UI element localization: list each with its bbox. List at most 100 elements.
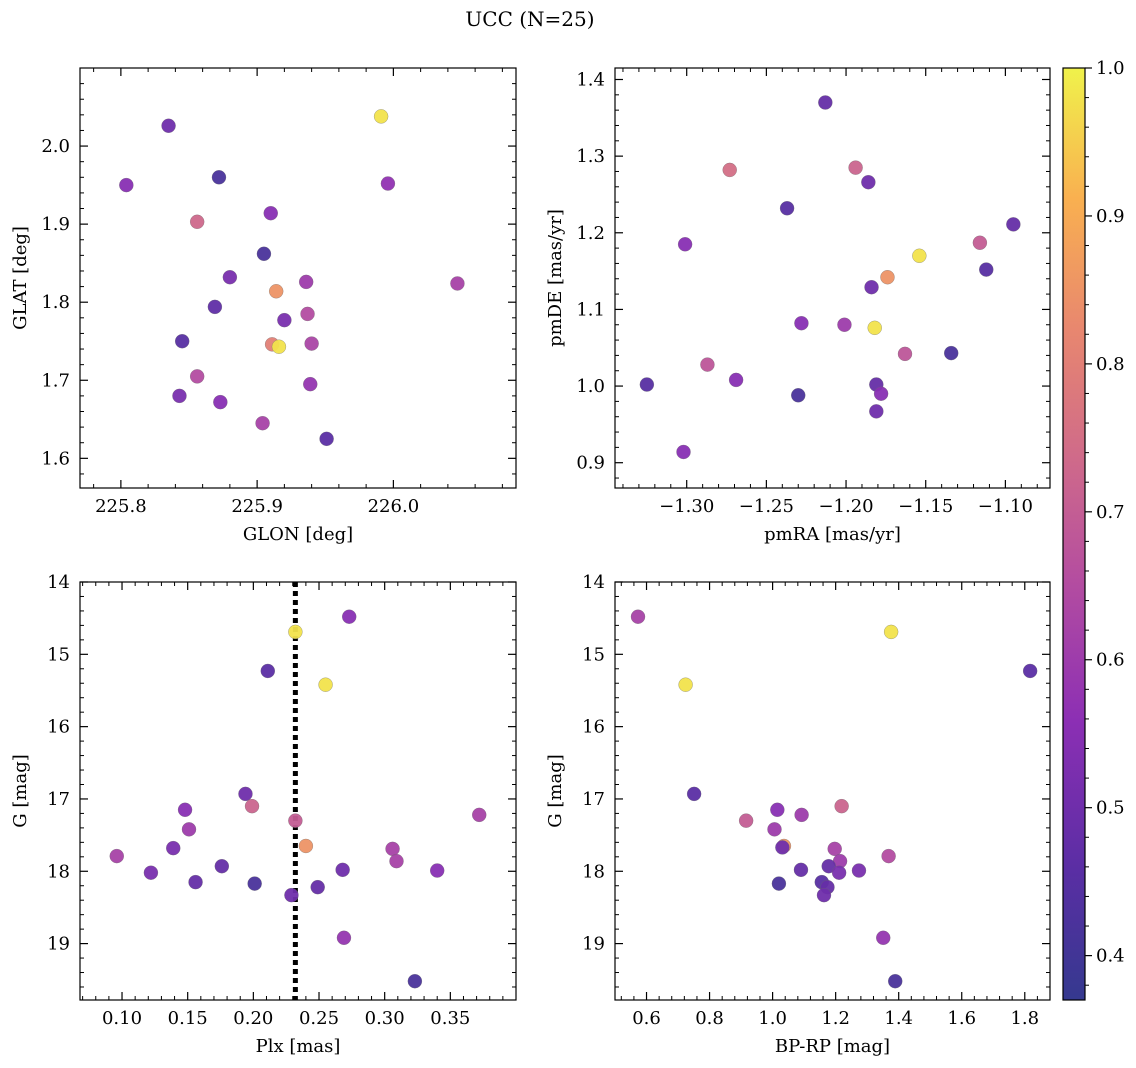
y-tick-label: 1.3 (576, 146, 605, 167)
y-tick-label: 15 (582, 644, 605, 665)
data-point (851, 863, 867, 878)
data-point (873, 386, 889, 401)
x-tick-label: −1.20 (818, 496, 873, 517)
data-point (816, 887, 832, 903)
axes-frame (79, 581, 517, 1001)
data-point (263, 205, 278, 221)
colorbar-frame (1062, 67, 1086, 1001)
data-point (211, 170, 227, 185)
y-tick-label: 16 (582, 717, 605, 738)
data-point (450, 276, 465, 291)
x-tick-label: 0.30 (365, 1008, 405, 1029)
x-tick-label: −1.10 (978, 496, 1033, 517)
panel-glon-glat: 225.8 225.9 226.0 1.6 1.7 1.8 1.9 2.0 GLON [deg]… (10, 67, 517, 545)
data-point (335, 862, 350, 878)
data-point (821, 858, 836, 874)
x-axis-label: BP-RP [mag] (775, 1036, 890, 1057)
data-point (848, 160, 863, 175)
data-point (238, 786, 253, 802)
x-tick-label: 1.0 (758, 1008, 787, 1029)
x-tick-label: 0.25 (299, 1008, 339, 1029)
data-point (188, 874, 203, 890)
data-point (288, 624, 303, 640)
data-point (303, 376, 318, 392)
data-point (318, 677, 333, 692)
data-point (779, 201, 795, 216)
data-point (247, 876, 262, 891)
y-axis-label: G [mag] (545, 754, 566, 827)
x-tick-label: 0.10 (102, 1008, 142, 1029)
panel-bprp-g: 0.6 0.8 1.0 1.2 1.4 1.6 1.8 14 15 16 17 18 19 BP-RP [… (545, 572, 1051, 1057)
axes-frame (614, 581, 1051, 1001)
y-tick-label: 1.1 (576, 299, 605, 320)
data-point (385, 841, 400, 857)
data-point (639, 377, 655, 392)
data-point (298, 274, 314, 290)
y-tick-label: 17 (47, 789, 70, 810)
data-point (876, 930, 891, 946)
x-tick-label: 226.0 (368, 496, 420, 517)
y-tick-label: 1.8 (41, 292, 70, 313)
data-point (207, 299, 223, 315)
data-point (1006, 217, 1021, 232)
x-tick-label: −1.25 (739, 496, 794, 517)
data-point (834, 798, 849, 814)
data-point (837, 317, 852, 333)
data-point (271, 339, 287, 354)
data-point (794, 807, 809, 823)
y-tick-label: 18 (47, 861, 70, 882)
x-tick-label: 0.6 (632, 1008, 661, 1029)
x-tick-label: −1.30 (659, 496, 714, 517)
data-point (244, 798, 260, 814)
data-point (861, 174, 876, 190)
y-tick-label: 16 (47, 717, 70, 738)
data-point (177, 802, 193, 818)
data-point (389, 853, 404, 869)
x-tick-label: 1.6 (947, 1008, 976, 1029)
x-tick-label: 1.8 (1010, 1008, 1039, 1029)
data-point (260, 663, 276, 679)
x-axis-label: GLON [deg] (243, 524, 353, 545)
data-point (794, 315, 809, 331)
y-tick-label: 14 (47, 572, 70, 593)
data-point (304, 336, 319, 351)
data-point (161, 118, 176, 134)
y-tick-label: 1.2 (576, 223, 605, 244)
scatter-panels: 225.8 225.9 226.0 1.6 1.7 1.8 1.9 2.0 GLON [deg]… (10, 67, 1051, 1057)
data-point (373, 109, 389, 124)
data-point (1022, 663, 1038, 679)
x-tick-label: 1.4 (884, 1008, 913, 1029)
panel-pmra-pmde: −1.30 −1.25 −1.20 −1.15 −1.10 0.9 1.0 1.1 1.2 1.3… (545, 67, 1051, 545)
data-point (775, 840, 790, 855)
data-point (728, 372, 744, 388)
y-tick-label: 19 (582, 934, 605, 955)
data-point (222, 269, 238, 285)
x-tick-label: 0.20 (233, 1008, 273, 1029)
data-point (471, 807, 487, 823)
data-point (738, 813, 754, 828)
data-point (678, 677, 693, 692)
x-tick-label: 225.9 (231, 496, 283, 517)
x-tick-label: 0.15 (168, 1008, 208, 1029)
data-point (181, 822, 197, 837)
y-tick-label: 19 (47, 934, 70, 955)
data-point (887, 973, 903, 989)
data-point (429, 863, 445, 878)
y-tick-label: 15 (47, 644, 70, 665)
colorbar-tick-label: 0.7 (1096, 502, 1125, 523)
data-point (972, 235, 988, 250)
data-point (771, 876, 787, 891)
data-point (277, 312, 292, 328)
data-point (256, 246, 272, 262)
data-point (881, 848, 896, 864)
data-point (686, 786, 702, 802)
colorbar-tick-label: 0.6 (1096, 650, 1125, 671)
y-tick-label: 1.9 (41, 214, 70, 235)
data-point (255, 415, 270, 431)
y-tick-label: 18 (582, 861, 605, 882)
axes-frame (79, 67, 517, 489)
data-point (213, 394, 228, 410)
y-tick-label: 1.6 (41, 448, 70, 469)
data-point (143, 865, 159, 880)
y-tick-label: 1.4 (576, 69, 605, 90)
